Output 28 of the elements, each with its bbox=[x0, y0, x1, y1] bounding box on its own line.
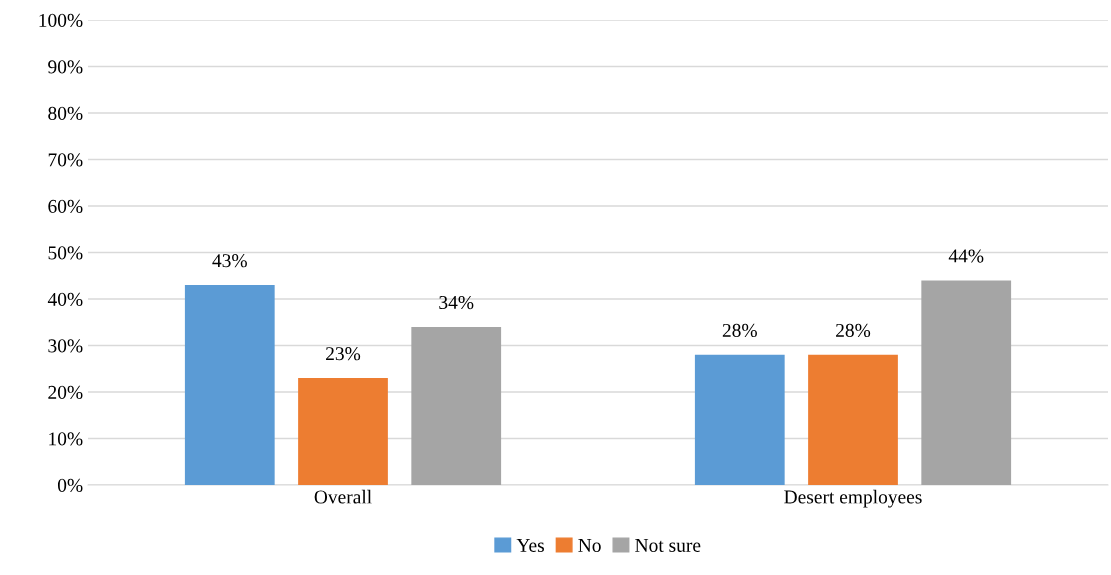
y-tick-label: 90% bbox=[48, 60, 83, 74]
text: 28% bbox=[836, 323, 871, 338]
x-tick-label: Overall bbox=[314, 489, 372, 504]
bar bbox=[694, 354, 785, 485]
y-tick-label: 0% bbox=[57, 478, 83, 492]
y-tick-label: 10% bbox=[49, 432, 83, 446]
legend-label: Not sure bbox=[635, 538, 701, 552]
x-tick-label: Desert employees bbox=[784, 489, 922, 508]
text: 23% bbox=[326, 347, 361, 361]
y-tick-label: 30% bbox=[48, 339, 83, 353]
text: 43% bbox=[212, 254, 247, 268]
bar bbox=[184, 285, 275, 485]
y-tick-label: 40% bbox=[47, 292, 83, 306]
y-tick-label: 80% bbox=[48, 106, 83, 120]
bar bbox=[411, 326, 502, 485]
legend-label: No bbox=[578, 538, 601, 552]
bar bbox=[921, 280, 1012, 485]
bar bbox=[808, 354, 898, 485]
text: 34% bbox=[439, 295, 474, 310]
y-tick-label: 100% bbox=[39, 13, 83, 27]
text: 44% bbox=[948, 249, 984, 263]
text: 28% bbox=[722, 323, 757, 338]
y-tick-label: 70% bbox=[48, 153, 83, 167]
legend-label: Yes bbox=[516, 538, 544, 552]
y-tick-label: 20% bbox=[48, 385, 83, 399]
y-tick-label: 50% bbox=[48, 246, 83, 260]
y-tick-label: 60% bbox=[48, 199, 83, 213]
bar bbox=[298, 378, 388, 485]
